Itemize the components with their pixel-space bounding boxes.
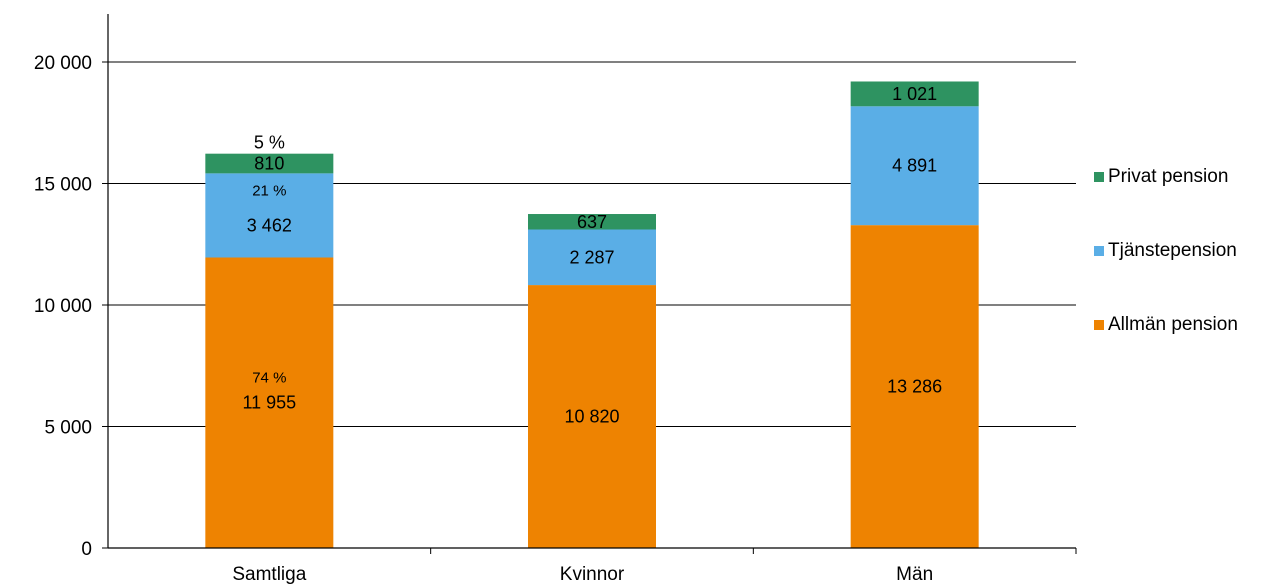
y-tick-label: 0 [81,539,92,560]
x-category-label: Män [896,564,933,585]
percent-label: 21 % [252,182,286,199]
legend-swatch-allman-pension [1094,320,1104,330]
x-category-label: Samtliga [232,564,306,585]
value-label: 637 [577,212,607,232]
percent-label: 5 % [254,133,285,153]
bar-man-tjanstepension [850,106,979,226]
y-tick-label: 5 000 [44,418,92,439]
value-label: 11 955 [242,393,296,413]
value-label: 2 287 [569,247,614,267]
axes [107,14,1077,554]
bar-samtliga-privat-pension [205,153,334,174]
y-axis-ticks: 0 5 000 10 000 15 000 20 000 [34,53,108,560]
percent-label: 74 % [252,370,286,387]
value-label: 10 820 [564,407,619,427]
x-axis-labels: Samtliga Kvinnor Män [232,564,933,585]
bar-man-privat-pension [850,81,979,107]
legend-label-tjanstepension: Tjänstepension [1108,240,1237,261]
bar-kvinnor-tjanstepension [528,229,656,286]
value-label: 3 462 [247,215,292,235]
bar-samtliga-allman-pension [205,257,334,548]
legend-swatch-tjanstepension [1094,246,1104,256]
bar-samtliga-tjanstepension [205,173,334,258]
legend-label-privat-pension: Privat pension [1108,166,1228,187]
legend-swatch-privat-pension [1094,172,1104,182]
x-category-label: Kvinnor [560,564,625,585]
value-label: 810 [254,154,284,174]
legend: Privat pension Tjänstepension Allmän pensi… [1094,166,1238,335]
value-label: 13 286 [887,377,942,397]
bar-kvinnor-privat-pension [528,214,656,230]
bar-man-allman-pension [850,225,979,548]
y-tick-label: 10 000 [34,296,92,317]
y-tick-label: 20 000 [34,53,92,74]
bar-kvinnor-allman-pension [528,285,656,548]
value-label: 4 891 [892,156,937,176]
value-label: 1 021 [892,84,937,104]
bars [205,81,979,548]
legend-label-allman-pension: Allmän pension [1108,314,1238,335]
y-tick-label: 15 000 [34,175,92,196]
value-labels: 74 % 11 955 21 % 3 462 5 %810 10 820 2 287 637 1… [242,84,942,427]
